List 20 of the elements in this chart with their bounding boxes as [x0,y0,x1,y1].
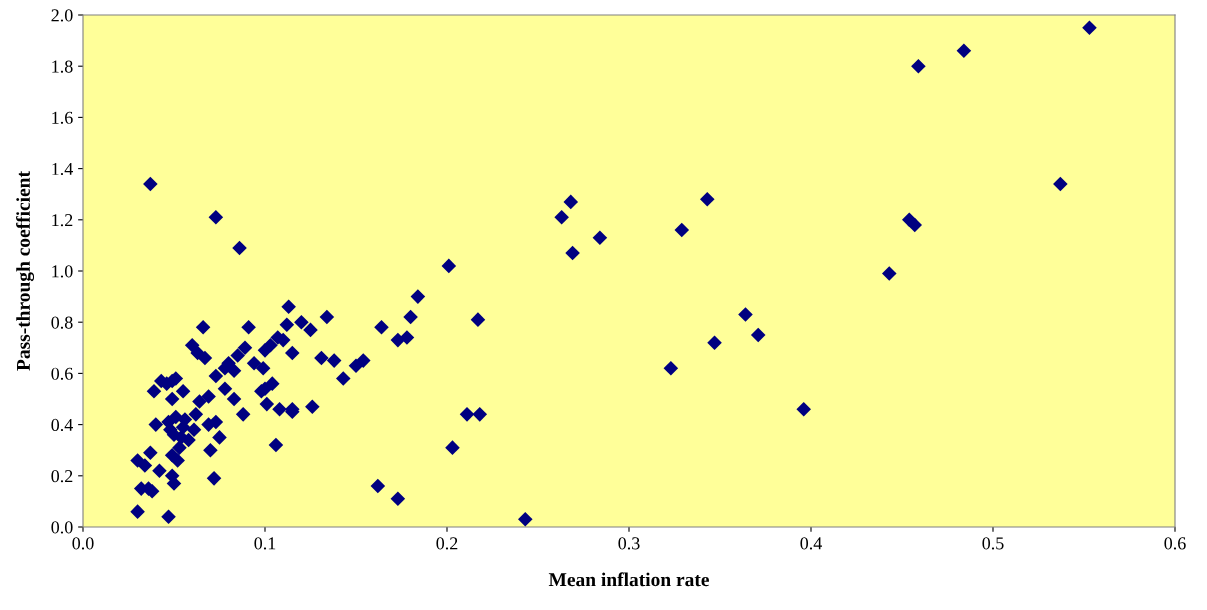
y-tick-label: 0.0 [51,521,73,534]
y-tick-label: 1.2 [52,214,73,227]
y-axis-title: Pass-through coefficient [16,171,35,371]
y-tick-label: 0.6 [51,367,73,380]
x-tick-label: 0.5 [982,537,1004,550]
y-tick-label: 0.8 [51,316,73,329]
x-tick-label: 0.0 [72,537,94,550]
x-tick-label: 0.3 [618,537,640,550]
x-tick-label: 0.2 [436,537,458,550]
y-tick-label: 1.4 [52,162,73,176]
y-tick-label: 0.4 [51,418,73,432]
x-tick-label: 0.1 [254,537,276,550]
y-tick-label: 2.0 [51,9,73,22]
y-tick-label: 1.0 [52,265,73,278]
x-tick-label: 0.6 [1164,537,1186,550]
x-tick-label: 0.4 [800,537,822,550]
x-axis-title: Mean inflation rate [548,572,709,587]
y-tick-label: 1.8 [52,60,73,73]
y-tick-label: 0.2 [51,470,73,483]
y-tick-label: 1.6 [52,111,73,124]
